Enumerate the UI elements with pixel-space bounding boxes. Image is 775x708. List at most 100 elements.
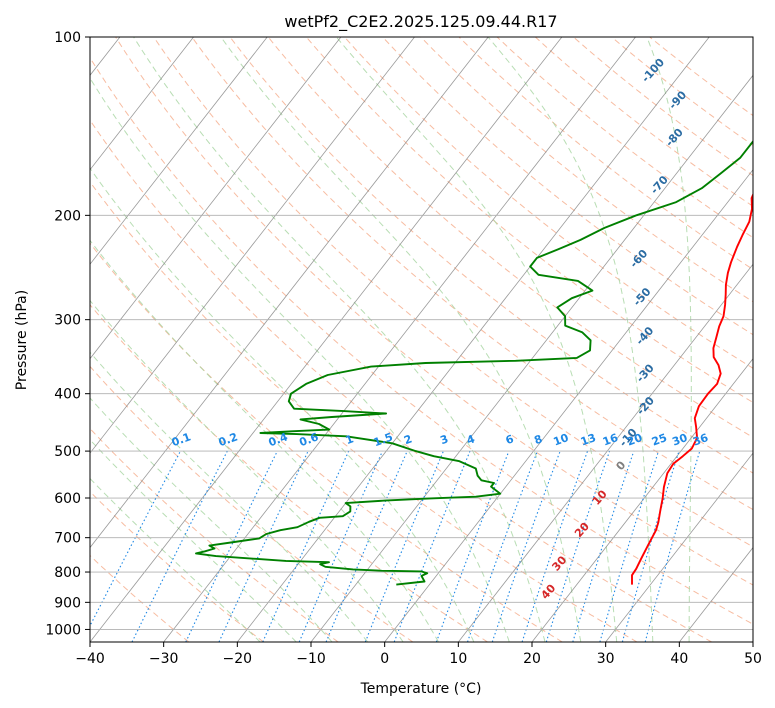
x-axis: −40 −30 −20 −10 0 10 20 30 40 50 xyxy=(75,642,762,667)
isotherm xyxy=(90,37,194,171)
y-tick-label: 100 xyxy=(54,30,81,46)
profile-lines xyxy=(195,140,753,586)
dry-adiabat xyxy=(90,56,753,625)
moist-adiabat xyxy=(646,37,692,642)
isotherm xyxy=(531,358,753,642)
isotherm xyxy=(605,452,753,642)
dry-adiabat xyxy=(267,37,753,438)
mixing-ratio-label: 1.5 xyxy=(372,430,395,449)
isotherm xyxy=(90,37,268,265)
x-tick-label: −20 xyxy=(223,651,253,667)
x-tick-label: −40 xyxy=(75,651,105,667)
moist-adiabat xyxy=(90,239,439,642)
temperature-profile xyxy=(631,192,753,585)
moist-adiabat xyxy=(90,167,475,642)
mixing-ratio-label: 6 xyxy=(504,432,516,447)
mixing-ratio-line xyxy=(545,450,611,642)
x-tick-label: 10 xyxy=(449,651,467,667)
isotherm xyxy=(458,263,753,642)
moist-adiabat xyxy=(220,37,582,642)
y-tick-label: 600 xyxy=(54,491,81,507)
mixing-ratio-label: 13 xyxy=(579,431,598,448)
y-tick-label: 900 xyxy=(54,595,81,611)
mixing-ratio-label: 4 xyxy=(465,432,477,447)
mixing-ratio-label: 20 xyxy=(625,431,644,449)
moist-adiabat xyxy=(90,77,510,642)
mixing-ratio-line xyxy=(364,450,444,642)
mixing-ratio-label: 36 xyxy=(691,431,710,449)
dry-adiabat xyxy=(420,37,753,303)
x-tick-label: 40 xyxy=(670,651,688,667)
mixing-ratio-line xyxy=(466,450,538,642)
mixing-ratio-label: 3 xyxy=(438,432,450,447)
mixing-ratio-line xyxy=(599,450,660,642)
mixing-ratio-line xyxy=(131,450,228,642)
dry-adiabat xyxy=(90,181,638,642)
y-tick-label: 200 xyxy=(54,208,81,224)
y-tick-label: 300 xyxy=(54,313,81,329)
mixing-ratio-label: 8 xyxy=(532,432,544,447)
moist-adiabat xyxy=(90,299,404,642)
y-tick-label: 500 xyxy=(54,444,81,460)
isotherm xyxy=(237,37,710,642)
x-tick-label: 0 xyxy=(380,651,389,667)
mixing-ratio-line xyxy=(262,450,350,642)
dry-adiabat xyxy=(90,242,563,642)
mixing-ratio-label: 0.1 xyxy=(170,430,193,449)
y-tick-label: 800 xyxy=(54,565,81,581)
y-axis: 1000 900 800 700 600 500 400 300 200 100 xyxy=(45,30,90,638)
mixing-ratio-label: 16 xyxy=(601,431,620,449)
mixing-ratio-line xyxy=(621,450,680,642)
plot-frame xyxy=(89,36,754,643)
moist-adiabat xyxy=(90,439,297,642)
mixing-ratio-line xyxy=(393,450,471,642)
dewpoint-profile xyxy=(195,140,753,586)
isotherm xyxy=(384,169,753,642)
dry-adiabat xyxy=(90,427,339,642)
x-tick-label: 20 xyxy=(523,651,541,667)
mixing-ratio-line xyxy=(325,450,408,642)
dry-adiabat xyxy=(191,37,753,511)
mixing-ratio-label: 1 xyxy=(344,432,356,447)
chart-title: wetPf2_C2E2.2025.125.09.44.R17 xyxy=(284,12,557,32)
y-tick-label: 1000 xyxy=(45,622,81,638)
moist-adiabat xyxy=(336,37,618,642)
moist-adiabat xyxy=(90,351,369,642)
y-tick-label: 700 xyxy=(54,531,81,547)
dry-adiabat xyxy=(90,554,190,642)
dry-adiabat xyxy=(90,119,712,642)
y-tick-label: 400 xyxy=(54,387,81,403)
mixing-ratio-label: 2 xyxy=(402,432,414,447)
x-axis-title: Temperature (°C) xyxy=(360,681,482,697)
mixing-ratio-line xyxy=(435,450,510,642)
dry-adiabat xyxy=(90,304,488,642)
dry-adiabat xyxy=(229,37,753,474)
x-tick-label: 30 xyxy=(597,651,615,667)
y-axis-title: Pressure (hPa) xyxy=(14,290,30,390)
dry-adiabat xyxy=(382,37,753,336)
mixing-ratio-label: 0.2 xyxy=(217,430,240,449)
mixing-ratio-label: 10 xyxy=(552,431,571,449)
moist-adiabat xyxy=(90,477,261,642)
isotherm xyxy=(90,37,415,454)
x-tick-label: −10 xyxy=(296,651,326,667)
mixing-ratio-line xyxy=(298,450,384,642)
isotherm xyxy=(310,74,753,642)
mixing-ratio-line xyxy=(644,450,701,642)
mixing-ratio-line xyxy=(572,450,635,642)
dry-adiabat xyxy=(115,37,753,586)
mixing-ratio-label: 25 xyxy=(650,431,669,448)
mixing-ratio-line xyxy=(491,450,561,642)
x-tick-label: 50 xyxy=(744,651,762,667)
isotherm xyxy=(90,37,489,549)
mixing-ratio-label: 0.4 xyxy=(267,430,290,449)
moist-adiabat xyxy=(487,37,654,642)
isotherm xyxy=(90,37,563,642)
x-tick-label: −30 xyxy=(149,651,179,667)
isotherm xyxy=(90,37,342,360)
mixing-ratio-label: 0.6 xyxy=(298,430,321,449)
mixing-ratio-label: 30 xyxy=(670,431,689,449)
mixing-ratio-line xyxy=(521,450,589,642)
